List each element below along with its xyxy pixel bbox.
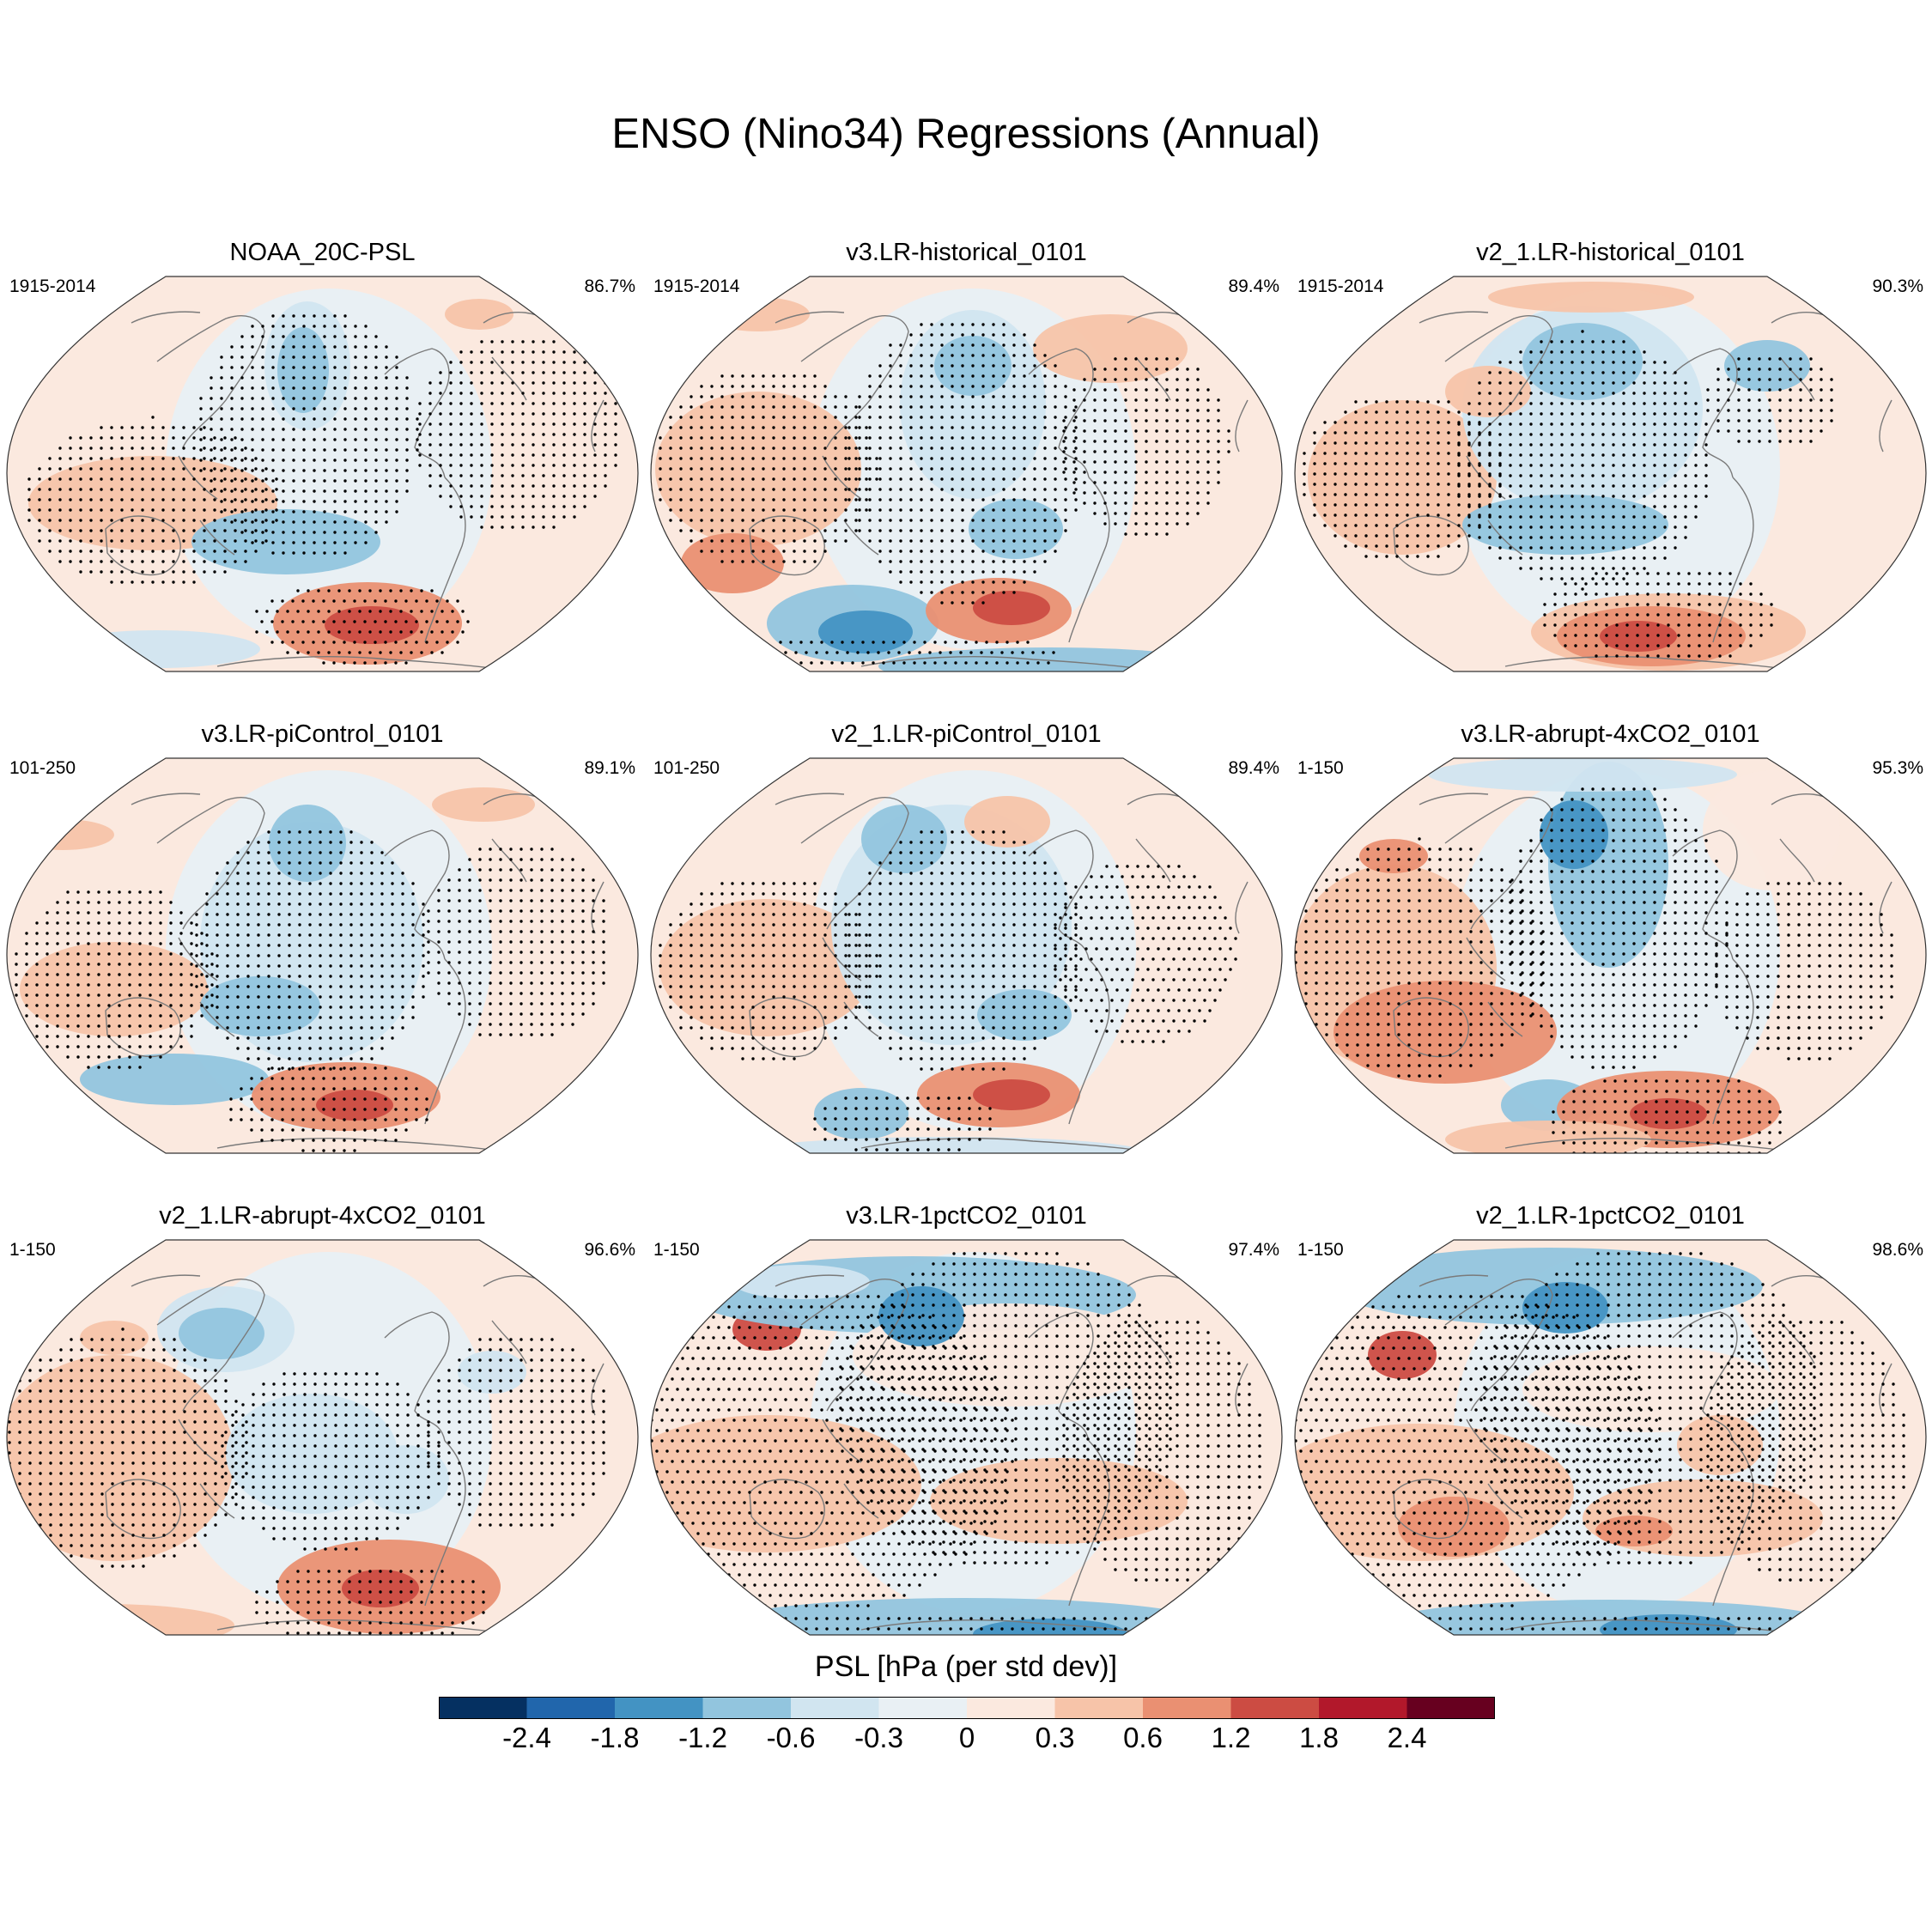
colorbar-segment [615, 1697, 703, 1719]
panel-percent: 95.3% [1872, 758, 1923, 778]
colorbar-segment [1319, 1697, 1407, 1719]
panel-period: 101-250 [9, 758, 76, 778]
colorbar-tick-label: 0.3 [1035, 1722, 1075, 1753]
map-panel-noaa-20c: NOAA_20C-PSL 1915-2014 86.7% [3, 239, 642, 677]
panel-title: v3.LR-piControl_0101 [201, 720, 444, 748]
colorbar-tick-label: -0.3 [854, 1722, 903, 1753]
panel-percent: 90.3% [1872, 276, 1923, 296]
colorbar-tick-label: 2.4 [1387, 1722, 1427, 1753]
panel-percent: 96.6% [584, 1240, 635, 1260]
colorbar-segment [439, 1697, 527, 1719]
panel-percent: 98.6% [1872, 1240, 1923, 1260]
panel-period: 1-150 [1297, 1240, 1344, 1260]
panel-title: v3.LR-historical_0101 [846, 239, 1087, 266]
colorbar-segment [791, 1697, 879, 1719]
panel-title: v2_1.LR-piControl_0101 [831, 720, 1102, 748]
map-panel-v3-historical: v3.LR-historical_0101 1915-2014 89.4% [647, 239, 1286, 677]
world-map [650, 1239, 1283, 1636]
world-map [1294, 276, 1927, 672]
colorbar-segment [1143, 1697, 1231, 1719]
colorbar-segment [702, 1697, 792, 1719]
world-map [650, 276, 1283, 672]
panel-title: v2_1.LR-abrupt-4xCO2_0101 [159, 1202, 486, 1230]
colorbar-segment [967, 1697, 1055, 1719]
colorbar-tick-label: 0 [958, 1722, 975, 1753]
world-map [6, 276, 639, 672]
world-map [650, 757, 1283, 1154]
map-panel-v2-1-1pctco2: v2_1.LR-1pctCO2_0101 1-150 98.6% [1291, 1202, 1930, 1640]
map-panel-v3-abrupt-4xco2: v3.LR-abrupt-4xCO2_0101 1-150 95.3% [1291, 720, 1930, 1158]
map-panel-v2-1-historical: v2_1.LR-historical_0101 1915-2014 90.3% [1291, 239, 1930, 677]
colorbar-tick-label: -0.6 [766, 1722, 816, 1753]
colorbar-segment [1054, 1697, 1144, 1719]
colorbar [439, 1697, 1495, 1719]
world-map [1294, 757, 1927, 1154]
panel-title: v3.LR-1pctCO2_0101 [846, 1202, 1087, 1230]
panel-period: 1-150 [9, 1240, 56, 1260]
world-map [6, 1239, 639, 1636]
colorbar-tick-label: 1.2 [1211, 1722, 1251, 1753]
colorbar-segment [1230, 1697, 1320, 1719]
panel-period: 1-150 [653, 1240, 700, 1260]
map-panel-v2-1-abrupt-4xco2: v2_1.LR-abrupt-4xCO2_0101 1-150 96.6% [3, 1202, 642, 1640]
world-map [6, 757, 639, 1154]
panel-period: 1915-2014 [1297, 276, 1384, 296]
colorbar-segment [1406, 1697, 1495, 1719]
world-map [1294, 1239, 1927, 1636]
panel-period: 1915-2014 [653, 276, 740, 296]
panel-title: v3.LR-abrupt-4xCO2_0101 [1461, 720, 1760, 748]
map-panel-v3-picontrol: v3.LR-piControl_0101 101-250 89.1% [3, 720, 642, 1158]
map-panel-v2-1-picontrol: v2_1.LR-piControl_0101 101-250 89.4% [647, 720, 1286, 1158]
panel-percent: 89.4% [1228, 758, 1279, 778]
panel-percent: 89.4% [1228, 276, 1279, 296]
colorbar-title: PSL [hPa (per std dev)] [814, 1650, 1118, 1683]
colorbar-tick-label: 1.8 [1299, 1722, 1339, 1753]
panel-title: v2_1.LR-1pctCO2_0101 [1476, 1202, 1745, 1230]
panel-period: 1915-2014 [9, 276, 96, 296]
panel-percent: 97.4% [1228, 1240, 1279, 1260]
panel-percent: 89.1% [584, 758, 635, 778]
colorbar-tick-label: -1.8 [590, 1722, 640, 1753]
panel-period: 101-250 [653, 758, 720, 778]
figure-title: ENSO (Nino34) Regressions (Annual) [611, 111, 1321, 157]
colorbar-tick-label: 0.6 [1123, 1722, 1163, 1753]
panel-title: v2_1.LR-historical_0101 [1476, 239, 1745, 266]
colorbar-tick-label: -2.4 [502, 1722, 551, 1753]
colorbar-segment [878, 1697, 968, 1719]
colorbar-segment [526, 1697, 616, 1719]
map-panel-v3-1pctco2: v3.LR-1pctCO2_0101 1-150 97.4% [647, 1202, 1286, 1640]
colorbar-tick-label: -1.2 [678, 1722, 727, 1753]
panel-title: NOAA_20C-PSL [229, 239, 416, 266]
panel-percent: 86.7% [584, 276, 635, 296]
panel-period: 1-150 [1297, 758, 1344, 778]
